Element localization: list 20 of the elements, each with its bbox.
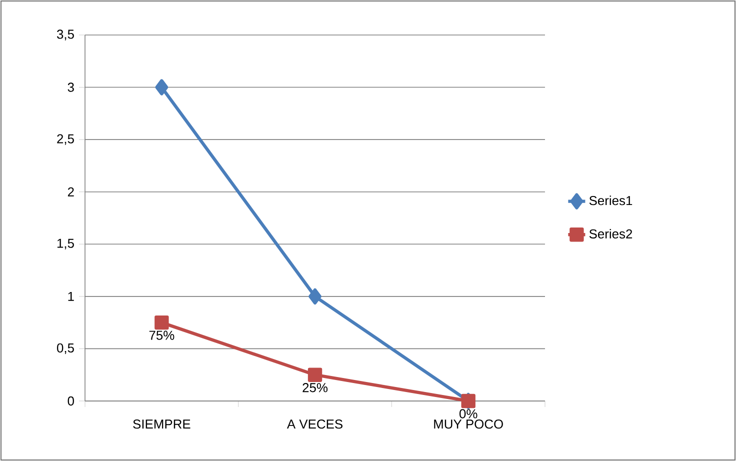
point [308,368,322,382]
y-tick-label: 3,5 [56,30,74,40]
point [154,315,169,330]
y-tick-label: 2,5 [57,134,74,145]
legend-label: Series2 [589,228,632,238]
data-label: 75% [149,330,174,340]
x-tick-label: MUY POCO [434,420,503,429]
x-tick-label: SIEMPRE [133,420,190,429]
data-label: 25% [302,383,328,392]
point [308,288,322,305]
y-tick-label: 1,5 [57,238,74,250]
y-tick-label: 0 [68,396,74,406]
data-label: 0% [459,409,478,418]
y-tick-label: 2 [68,187,74,196]
y-tick-label: 3 [68,82,74,92]
legend-label: Series1 [589,196,632,206]
y-tick-label: 0,5 [56,343,74,354]
point [155,79,168,96]
y-tick-label: 1 [68,292,74,301]
x-tick-label: A VECES [286,420,342,429]
